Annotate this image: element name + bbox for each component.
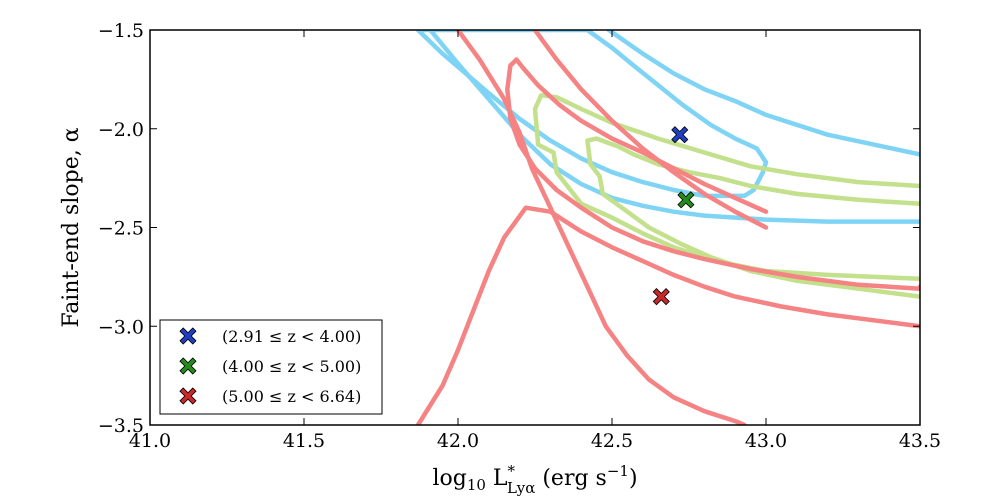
contour-series-0-outer-upper <box>606 30 920 157</box>
x-tick-label: 43.5 <box>899 430 941 452</box>
legend-label-2: (5.00 ≤ z < 6.64) <box>222 387 361 406</box>
y-tick-label: −2.5 <box>98 218 144 240</box>
legend: (2.91 ≤ z < 4.00) (4.00 ≤ z < 5.00) (5.00 … <box>159 319 383 415</box>
contour-series-2-inner-top <box>514 57 769 214</box>
x-axis-label: log10 L* Lyα (erg s−1) <box>432 462 637 497</box>
contour-series-2-outer-right <box>532 30 769 230</box>
contour-series-0-inner <box>415 30 769 199</box>
best-fit-markers <box>652 126 695 306</box>
legend-marker-0 <box>179 327 197 345</box>
x-tick-label: 41.0 <box>129 430 171 452</box>
tick-labels: 41.0 41.5 42.0 42.5 43.0 43.5 −3.5 −3.0 −2.5 −2.0… <box>98 20 941 452</box>
x-tick-label: 43.0 <box>745 430 787 452</box>
x-tick-label: 42.5 <box>591 430 633 452</box>
legend-marker-1 <box>179 357 197 375</box>
contour-series-2-outer-left <box>455 30 747 425</box>
legend-label-0: (2.91 ≤ z < 4.00) <box>222 327 361 346</box>
y-tick-label: −3.5 <box>98 415 144 437</box>
legend-marker-2 <box>179 387 197 405</box>
y-tick-label: −1.5 <box>98 20 144 42</box>
x-tick-label: 42.0 <box>437 430 479 452</box>
y-axis-label: Faint-end slope, α <box>59 127 84 327</box>
y-tick-label: −2.0 <box>98 119 144 141</box>
contour-series-0-outer-lower <box>428 30 920 224</box>
legend-box <box>159 319 383 415</box>
x-tick-label: 41.5 <box>283 430 325 452</box>
axis-ticks <box>149 29 921 426</box>
contour-layer <box>415 30 920 425</box>
best-fit-marker-2 <box>652 288 670 306</box>
best-fit-marker-1 <box>677 191 695 209</box>
legend-label-1: (4.00 ≤ z < 5.00) <box>222 357 361 376</box>
y-tick-label: −3.0 <box>98 316 144 338</box>
best-fit-marker-0 <box>671 126 689 144</box>
contour-series-2-outer-bottom <box>415 205 920 425</box>
